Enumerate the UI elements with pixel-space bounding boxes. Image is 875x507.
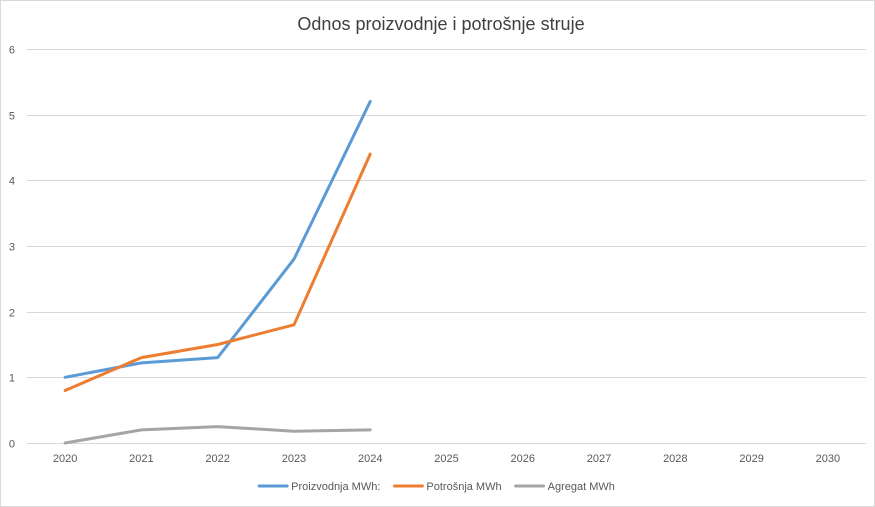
legend-item[interactable]: Agregat MWh xyxy=(514,481,615,493)
legend: Proizvodnja MWh: Potrošnja MWh Agregat MWh xyxy=(257,481,615,493)
legend-item[interactable]: Potrošnja MWh xyxy=(392,481,502,493)
chart-title: Odnos proizvodnje i potrošnje struje xyxy=(297,14,584,34)
x-tick-label: 2023 xyxy=(282,453,306,465)
y-tick-label: 6 xyxy=(9,45,15,57)
y-tick-label: 3 xyxy=(9,242,15,254)
x-tick-label: 2028 xyxy=(663,453,687,465)
y-tick-label: 1 xyxy=(9,373,15,385)
x-tick-label: 2022 xyxy=(205,453,229,465)
x-tick-label: 2024 xyxy=(358,453,382,465)
y-tick-label: 2 xyxy=(9,308,15,320)
x-tick-label: 2020 xyxy=(53,453,77,465)
legend-item[interactable]: Proizvodnja MWh: xyxy=(257,481,380,493)
legend-label: Proizvodnja MWh: xyxy=(291,481,380,493)
y-tick-label: 4 xyxy=(9,176,15,188)
x-axis-ticks: 2020 2021 2022 2023 2024 2025 2026 2027 2028 2029… xyxy=(53,453,840,465)
x-tick-label: 2029 xyxy=(739,453,763,465)
x-tick-label: 2026 xyxy=(511,453,535,465)
legend-label: Potrošnja MWh xyxy=(426,481,501,493)
x-tick-label: 2030 xyxy=(816,453,840,465)
y-tick-label: 5 xyxy=(9,111,15,123)
series-lines xyxy=(63,100,372,445)
series-line xyxy=(63,152,372,392)
x-tick-label: 2021 xyxy=(129,453,153,465)
x-tick-label: 2025 xyxy=(434,453,458,465)
legend-label: Agregat MWh xyxy=(548,481,615,493)
gridlines xyxy=(27,49,866,444)
y-axis-ticks: 0 1 2 3 4 5 6 xyxy=(9,45,15,451)
series-line xyxy=(63,425,372,445)
x-tick-label: 2027 xyxy=(587,453,611,465)
y-tick-label: 0 xyxy=(9,439,15,451)
